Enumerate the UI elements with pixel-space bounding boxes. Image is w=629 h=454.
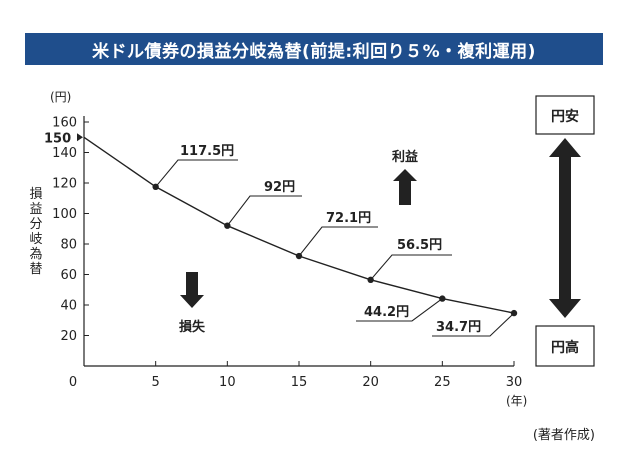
data-label: 34.7円 — [436, 320, 481, 335]
data-label-leader — [226, 195, 302, 227]
y-tick-label: 140 — [52, 146, 77, 161]
series-line — [83, 136, 515, 314]
y-axis-label-char: 益 — [29, 202, 42, 217]
y-tick-label: 100 — [52, 207, 77, 222]
data-label-leader — [432, 312, 515, 337]
y-axis-label-char: 岐 — [29, 232, 42, 247]
data-label-leader — [155, 159, 238, 188]
strong-yen-box — [535, 325, 595, 367]
y-tick-label: 80 — [60, 238, 77, 253]
x-tick-label: 10 — [219, 375, 236, 390]
gain-arrow-icon — [393, 169, 417, 205]
gain-label: 利益 — [392, 149, 418, 165]
weak-yen-label: 円安 — [551, 108, 579, 125]
y-tick-label: 120 — [52, 177, 77, 192]
y-axis-label-char: 為 — [29, 246, 42, 262]
data-label: 72.1円 — [326, 211, 371, 226]
start-value-label: 150 — [44, 131, 71, 146]
data-label: 117.5円 — [180, 144, 234, 159]
start-marker — [77, 133, 83, 142]
y-tick-label: 20 — [60, 329, 77, 344]
data-points — [152, 183, 518, 317]
source-note: (著者作成) — [532, 428, 595, 443]
y-tick-label: 40 — [60, 299, 77, 314]
y-tick-label: 60 — [60, 268, 77, 283]
x-tick-label: 20 — [362, 375, 379, 390]
ticks: 20 40 60 80 100 120 140 160 0 5 10 15 20 25 30 (円) (年) 損益… — [29, 90, 527, 408]
data-labels: 117.5円 92円 72.1円 56.5円 44.2円 34.7円 — [155, 144, 515, 337]
data-label: 92円 — [264, 180, 295, 195]
y-axis-label-char: 分 — [29, 217, 42, 232]
data-label-leader — [298, 226, 378, 257]
data-label-leader — [370, 254, 452, 281]
weak-yen-box — [535, 95, 595, 135]
chart-title: 米ドル債券の損益分岐為替(前提:利回り５%・複利運用) — [25, 33, 603, 65]
y-tick-label: 160 — [52, 116, 77, 131]
double-arrow-icon — [549, 138, 581, 318]
y-unit-label: (円) — [50, 90, 71, 104]
series-line — [83, 136, 515, 314]
x-tick-label: 5 — [152, 375, 160, 390]
data-label: 44.2円 — [364, 305, 409, 320]
x-tick-label: 0 — [69, 375, 77, 390]
x-tick-label: 15 — [291, 375, 308, 390]
loss-arrow-icon — [180, 272, 204, 308]
data-label-leader — [356, 298, 443, 322]
y-axis-label-char: 替 — [29, 262, 42, 277]
y-axis-label-char: 損 — [29, 187, 42, 202]
x-tick-label: 25 — [434, 375, 451, 390]
x-tick-label: 30 — [506, 375, 523, 390]
strong-yen-label: 円高 — [551, 339, 579, 356]
x-unit-label: (年) — [506, 394, 527, 408]
data-label: 56.5円 — [397, 238, 442, 253]
loss-label: 損失 — [179, 319, 206, 335]
